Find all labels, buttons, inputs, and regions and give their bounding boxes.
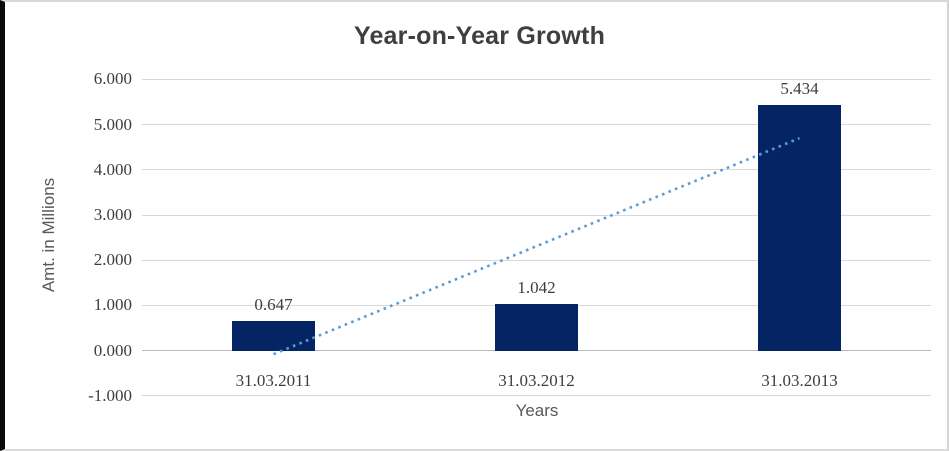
gridline: [142, 395, 931, 397]
y-tick-label: 6.000: [93, 69, 132, 89]
gridline: [142, 124, 931, 126]
gridline: [142, 78, 931, 80]
y-tick-label: 0.000: [93, 340, 132, 360]
category-label: 31.03.2011: [235, 371, 312, 390]
y-tick-label: 4.000: [93, 159, 132, 179]
category-label: 31.03.2012: [498, 371, 575, 390]
bar: [495, 303, 578, 351]
bar-value-label: 5.434: [780, 78, 819, 98]
y-tick-label: 5.000: [93, 114, 132, 134]
bar: [232, 321, 315, 351]
x-axis-title: Years: [515, 401, 559, 420]
bar-value-label: 1.042: [517, 277, 556, 297]
y-tick-label: -1.000: [88, 385, 132, 405]
y-tick-label: 3.000: [93, 205, 132, 224]
bar-value-label: 0.647: [254, 295, 293, 315]
bar: [758, 104, 841, 351]
y-tick-label: 2.000: [93, 250, 132, 270]
chart-title: Year-on-Year Growth: [353, 22, 606, 50]
category-label: 31.03.2013: [761, 371, 838, 390]
y-tick-label: 1.000: [93, 295, 132, 315]
